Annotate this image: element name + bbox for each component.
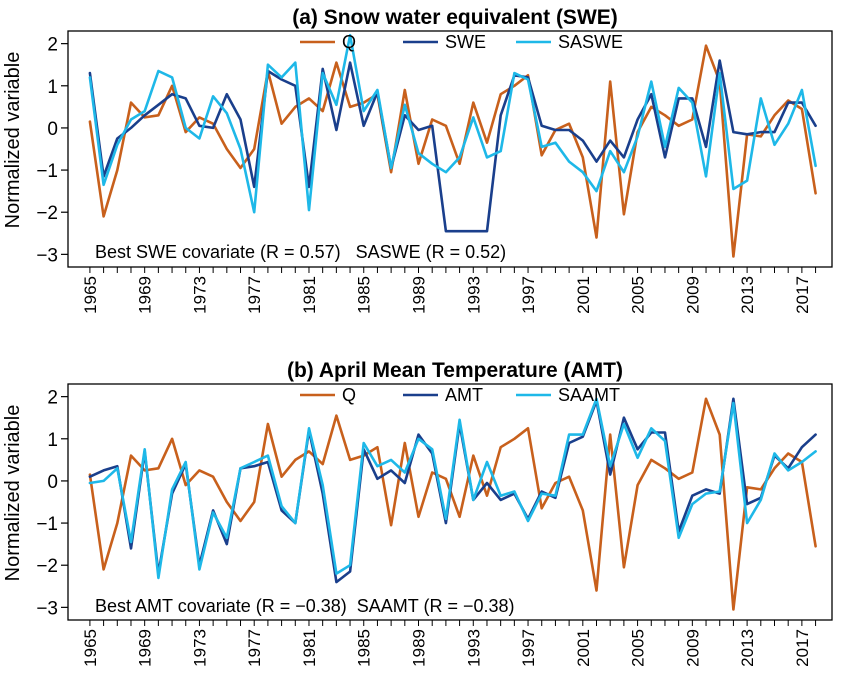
- panel-b-y-tick-label: 0: [47, 472, 58, 493]
- panel-b-y-tick-label: −1: [36, 514, 58, 535]
- panel-b-x-tick-label: 2005: [629, 629, 648, 667]
- panel-a-plot: −3 −2 −1 0 1 2 1965 1969 1973 1977 1981 1985 1989 199…: [36, 30, 833, 314]
- panel-a-legend-label-saswe: SASWE: [558, 32, 623, 52]
- panel-a-y-tick-label: 0: [47, 119, 58, 140]
- panel-b-y-tick-label: 2: [47, 388, 58, 409]
- panel-b-legend-label-q: Q: [342, 385, 356, 405]
- panel-b-x-tick-label: 1993: [464, 629, 483, 667]
- panel-a-y-tick-label: −3: [36, 245, 58, 266]
- panel-a-y-tick-label: −1: [36, 161, 58, 182]
- panel-a-x-tick-label: 1973: [190, 276, 209, 314]
- panel-a-x-tick-label: 1965: [81, 276, 100, 314]
- panel-b-y-tick-label: −3: [36, 598, 58, 619]
- panel-a-annotation: Best SWE covariate (R = 0.57) SASWE (R =…: [95, 242, 506, 262]
- panel-a-y-tick-label: −2: [36, 203, 58, 224]
- panel-b: (b) April Mean Temperature (AMT) Normali…: [2, 359, 833, 667]
- panel-a-x-tick-label: 2013: [738, 276, 757, 314]
- panel-b-series-saamt-line: [88, 397, 817, 580]
- panel-b-x-tick-label: 1973: [190, 629, 209, 667]
- panel-b-x-tick-label: 2009: [683, 629, 702, 667]
- panel-a-series-swe-line: [88, 59, 817, 233]
- panel-b-series-q-line: [88, 397, 817, 611]
- panel-b-x-tick-label: 1985: [355, 629, 374, 667]
- panel-a-x-tick-label: 1997: [519, 276, 538, 314]
- panel-b-annotation: Best AMT covariate (R = −0.38) SAAMT (R …: [95, 596, 515, 616]
- panel-b-x-tick-label: 1989: [410, 629, 429, 667]
- panel-b-x-tick-label: 1977: [245, 629, 264, 667]
- panel-a-frame: [67, 30, 833, 268]
- panel-a-x-tick-label: 1993: [464, 276, 483, 314]
- panel-a-legend-label-swe: SWE: [445, 32, 486, 52]
- panel-a-legend-label-q: Q: [342, 32, 356, 52]
- panel-a-x-tick-label: 2005: [629, 276, 648, 314]
- panel-a-x-tick-label: 1985: [355, 276, 374, 314]
- panel-a-x-tick-label: 2009: [683, 276, 702, 314]
- panel-b-legend-label-saamt: SAAMT: [558, 385, 620, 405]
- panel-b-x-tick-label: 1965: [81, 629, 100, 667]
- panel-a-x-tick-label: 1989: [410, 276, 429, 314]
- panel-a-x-tick-label: 2001: [574, 276, 593, 314]
- panel-b-x-tick-label: 1969: [136, 629, 155, 667]
- panel-a-x-tick-label: 1977: [245, 276, 264, 314]
- panel-b-x-tick-label: 2001: [574, 629, 593, 667]
- panel-b-x-tick-label: 1997: [519, 629, 538, 667]
- panel-a: (a) Snow water equivalent (SWE) Normaliz…: [2, 6, 833, 314]
- panel-a-y-tick-label: 1: [47, 77, 58, 98]
- panel-a-y-axis-label: Normalized variable: [2, 52, 24, 229]
- panel-b-y-tick-label: 1: [47, 430, 58, 451]
- panel-a-x-tick-label: 1981: [300, 276, 319, 314]
- panel-b-x-tick-label: 1981: [300, 629, 319, 667]
- panel-b-x-tick-label: 2013: [738, 629, 757, 667]
- panel-b-plot: −3 −2 −1 0 1 2 1965 1969 1973 1977 1981 1985 1989 199…: [36, 383, 833, 667]
- panel-b-x-tick-label: 2017: [793, 629, 812, 667]
- panel-a-y-tick-label: 2: [47, 35, 58, 56]
- panel-a-title: (a) Snow water equivalent (SWE): [292, 6, 618, 29]
- panel-b-legend-label-amt: AMT: [445, 385, 483, 405]
- panel-a-x-tick-label: 1969: [136, 276, 155, 314]
- panel-a-x-tick-label: 2017: [793, 276, 812, 314]
- panel-b-title: (b) April Mean Temperature (AMT): [287, 359, 623, 382]
- panel-a-series-q-line: [88, 44, 817, 258]
- panel-b-frame: [67, 383, 833, 621]
- panel-b-y-axis-label: Normalized variable: [2, 405, 24, 582]
- panel-a-series-saswe-line: [88, 33, 817, 214]
- panel-b-y-tick-label: −2: [36, 556, 58, 577]
